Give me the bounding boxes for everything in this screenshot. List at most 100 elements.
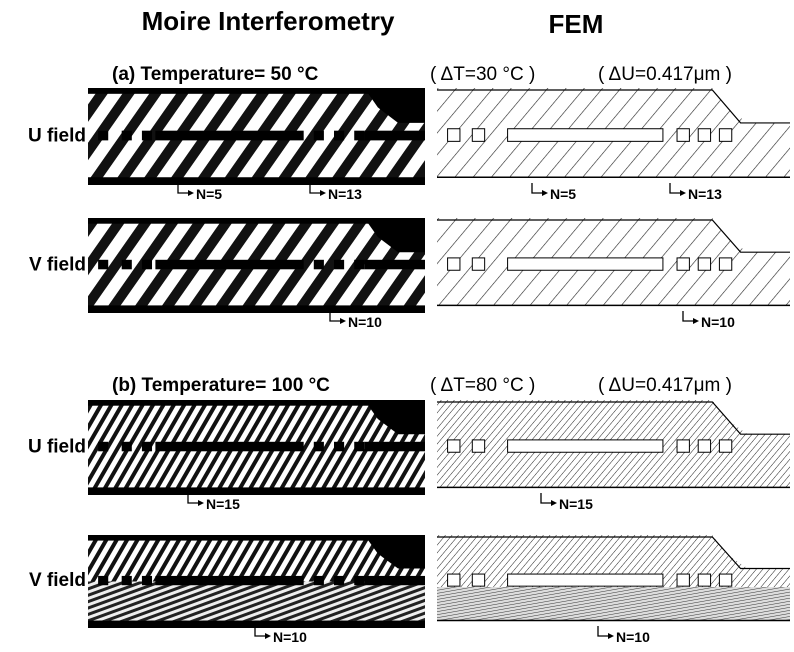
chip-bar — [155, 576, 303, 585]
solder — [448, 574, 460, 586]
chip-bar — [508, 440, 663, 452]
solder — [122, 442, 132, 452]
solder — [98, 260, 108, 270]
solder — [334, 131, 344, 141]
solder — [698, 129, 710, 142]
bottom-band — [88, 621, 425, 628]
solder — [698, 440, 710, 452]
delta-t: ( ΔT=80 °C ) — [430, 375, 535, 396]
arrow-head — [188, 190, 194, 196]
solder — [122, 260, 132, 270]
fringe-order: N=5 — [196, 186, 222, 202]
solder — [448, 129, 460, 142]
fringe-order: N=10 — [273, 629, 307, 645]
section-title: (b) Temperature= 100 °C — [112, 375, 330, 396]
header-right: FEM — [549, 9, 604, 39]
solder — [142, 576, 152, 585]
fringe-order: N=10 — [701, 314, 735, 330]
arrow-head — [340, 318, 346, 324]
solder — [719, 258, 731, 270]
fringe-order: N=13 — [688, 186, 722, 202]
solder — [314, 260, 324, 270]
chip-bar — [155, 260, 303, 270]
fem-image — [437, 88, 790, 177]
solder — [354, 260, 364, 270]
moire-image — [88, 88, 425, 185]
solder — [142, 260, 152, 270]
solder — [719, 574, 731, 586]
bottom-band — [88, 177, 425, 185]
fem-image — [437, 535, 790, 621]
arrow-head — [198, 500, 204, 506]
solder — [98, 131, 108, 141]
solder — [719, 129, 731, 142]
arrow-head — [608, 633, 614, 639]
solder — [122, 576, 132, 585]
moire-image — [88, 218, 425, 313]
fem-image — [437, 218, 790, 305]
chip-bar — [364, 576, 425, 585]
chip-bar — [155, 442, 303, 452]
solder — [677, 258, 689, 270]
solder — [354, 442, 364, 452]
fringe-order: N=5 — [550, 186, 576, 202]
solder — [677, 129, 689, 142]
solder — [142, 131, 152, 141]
fringe-order: N=10 — [348, 314, 382, 330]
moire-image — [88, 400, 425, 495]
arrow-head — [320, 190, 326, 196]
section-title: (a) Temperature= 50 °C — [112, 64, 319, 85]
field-label: V field — [29, 254, 86, 275]
fringe-order: N=15 — [206, 496, 240, 512]
fringe-area — [88, 582, 425, 621]
fringe-order: N=13 — [328, 186, 362, 202]
solder — [448, 440, 460, 452]
solder — [314, 576, 324, 585]
arrow-head — [693, 318, 699, 324]
solder — [354, 131, 364, 141]
chip-bar — [155, 131, 303, 141]
solder — [698, 574, 710, 586]
chip-bar — [364, 131, 425, 141]
bottom-band — [88, 305, 425, 313]
bottom-band — [88, 487, 425, 495]
delta-u: ( ΔU=0.417μm ) — [598, 64, 732, 85]
header-left: Moire Interferometry — [142, 6, 395, 36]
solder — [142, 442, 152, 452]
solder — [698, 258, 710, 270]
arrow-head — [542, 190, 548, 196]
chip-bar — [508, 129, 663, 142]
solder — [98, 442, 108, 452]
solder — [472, 574, 484, 586]
delta-u: ( ΔU=0.417μm ) — [598, 375, 732, 396]
solder — [448, 258, 460, 270]
solder — [334, 576, 344, 585]
chip-bar — [508, 258, 663, 270]
field-label: U field — [28, 436, 86, 457]
solder — [719, 440, 731, 452]
solder — [98, 576, 108, 585]
chip-bar — [364, 260, 425, 270]
arrow-head — [680, 190, 686, 196]
solder — [472, 258, 484, 270]
solder — [472, 440, 484, 452]
field-label: U field — [28, 125, 86, 146]
solder — [334, 442, 344, 452]
fringe-area — [437, 587, 790, 620]
delta-t: ( ΔT=30 °C ) — [430, 64, 535, 85]
fem-image — [437, 400, 790, 487]
moire-image — [88, 535, 425, 628]
arrow-head — [265, 633, 271, 639]
arrow-head — [551, 500, 557, 506]
chip-bar — [508, 574, 663, 586]
solder — [314, 442, 324, 452]
field-label: V field — [29, 570, 86, 591]
solder — [354, 576, 364, 585]
fringe-order: N=10 — [616, 629, 650, 645]
solder — [677, 574, 689, 586]
solder — [677, 440, 689, 452]
solder — [314, 131, 324, 141]
solder — [334, 260, 344, 270]
solder — [472, 129, 484, 142]
figure: Moire Interferometry FEM (a) Temperature… — [0, 0, 794, 652]
